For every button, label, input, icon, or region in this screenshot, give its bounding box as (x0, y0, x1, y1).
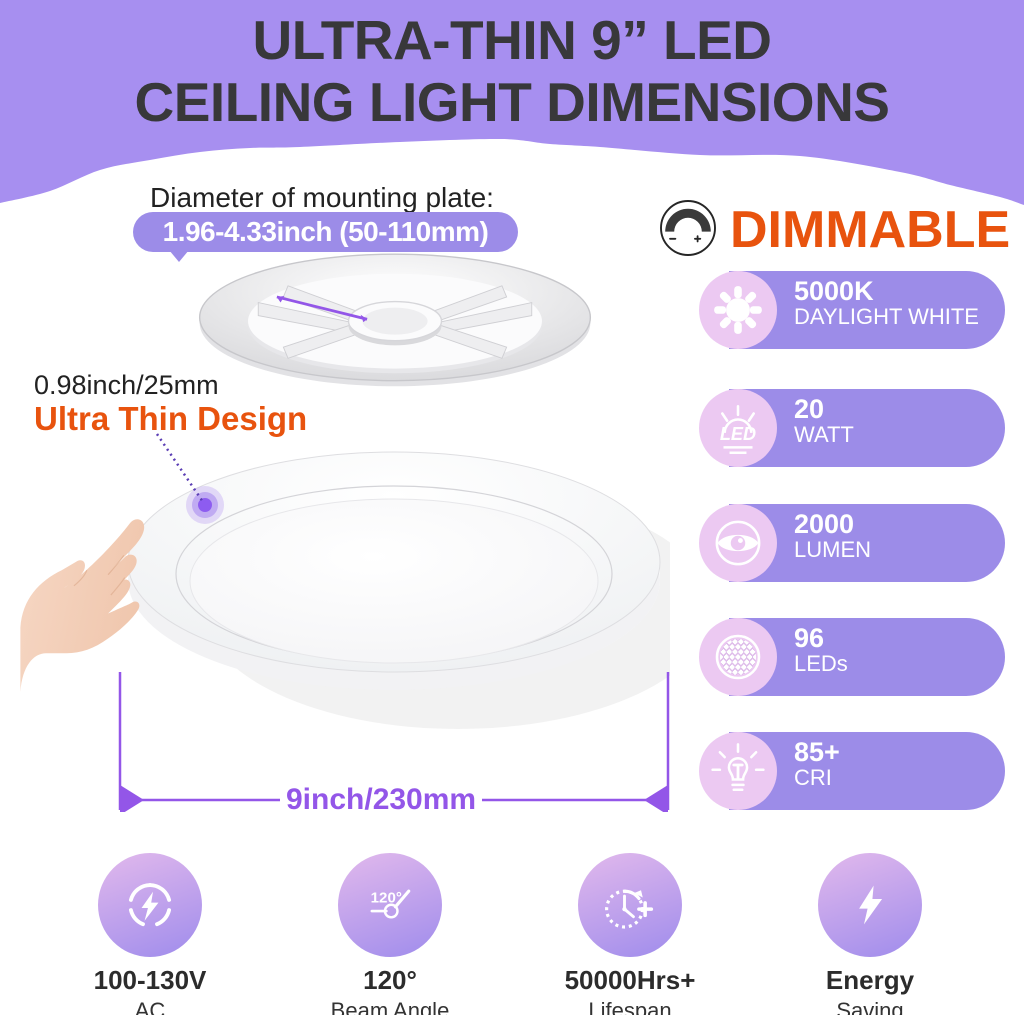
svg-text:LED: LED (720, 424, 756, 444)
